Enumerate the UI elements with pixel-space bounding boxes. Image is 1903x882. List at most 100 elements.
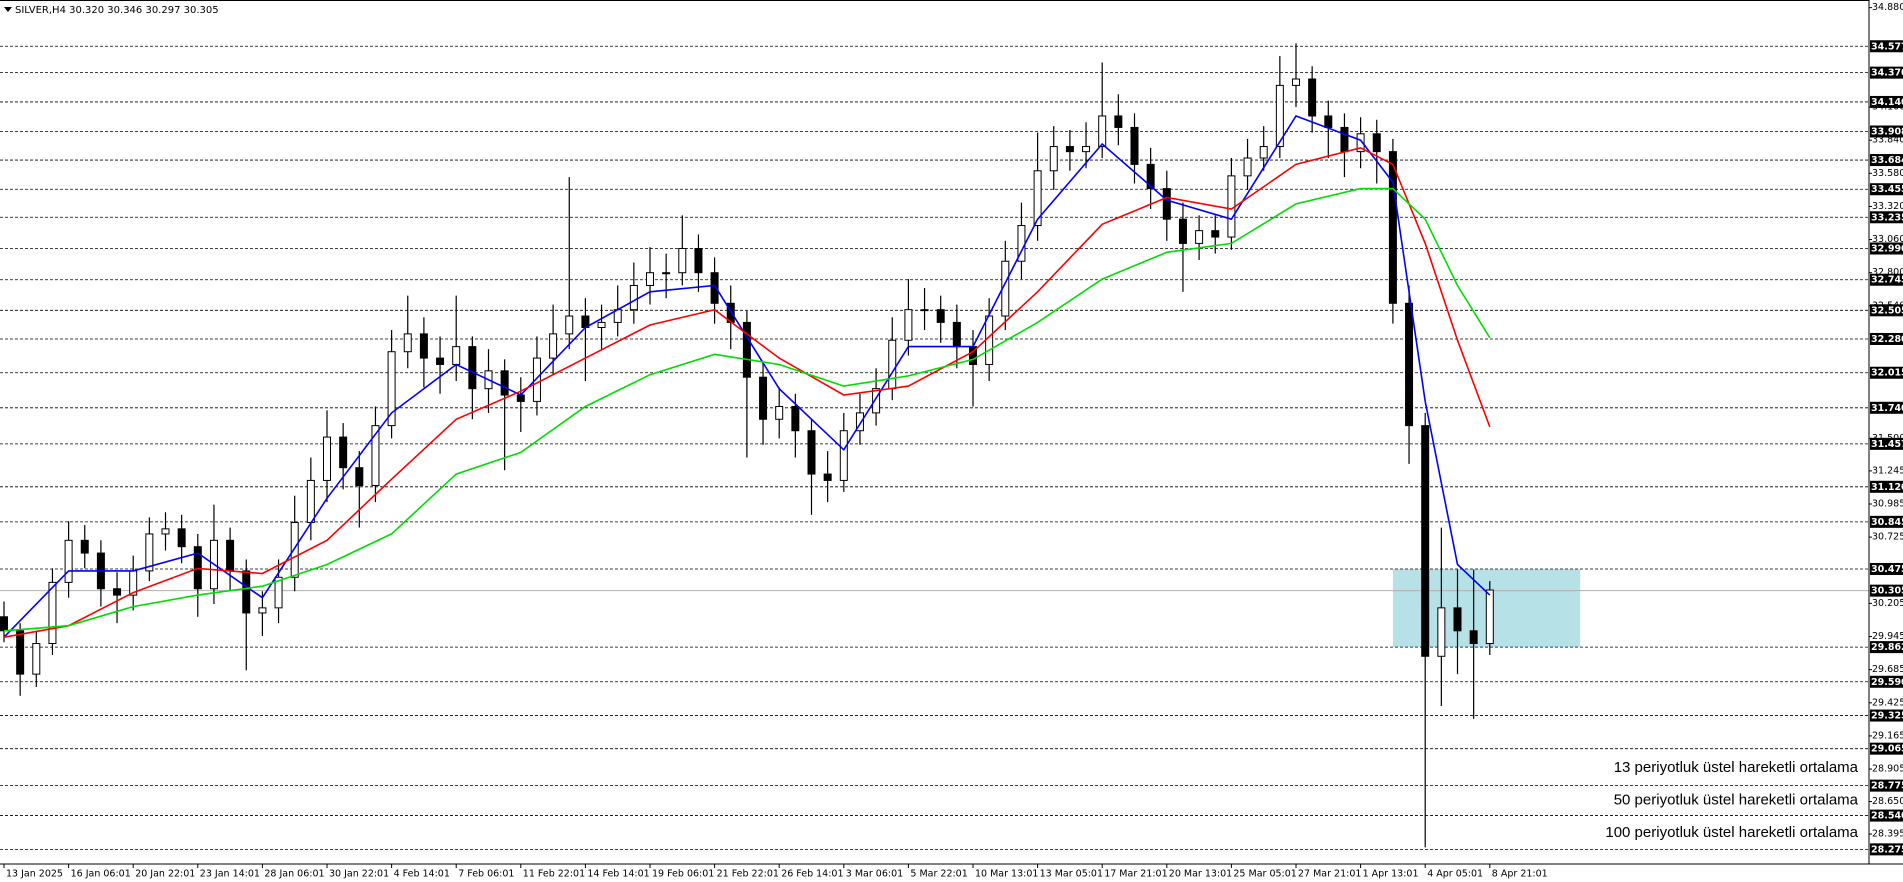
- candle-body: [323, 436, 331, 481]
- y-tick-label: 33.840: [1872, 135, 1903, 146]
- candle-body: [872, 388, 881, 414]
- candle-body: [662, 272, 671, 275]
- level-label-box: [1870, 675, 1903, 688]
- level-label: 29.862: [1871, 642, 1903, 653]
- x-tick-label: 10 Mar 13:01: [975, 869, 1038, 880]
- candle-body: [775, 406, 784, 420]
- level-label-box: [1870, 809, 1903, 822]
- level-label: 30.475: [1871, 564, 1903, 575]
- candle-body: [226, 539, 235, 572]
- candle-body: [436, 357, 445, 365]
- x-tick-label: 28 Jan 06:01: [264, 869, 324, 880]
- candle-body: [258, 607, 267, 614]
- candle-body: [419, 333, 428, 359]
- level-label-box: [1870, 273, 1903, 286]
- x-tick-label: 8 Apr 21:01: [1492, 869, 1548, 880]
- candle-body: [274, 576, 283, 609]
- candle-body: [710, 272, 719, 304]
- y-tick-label: 33.580: [1872, 168, 1903, 179]
- candle-body: [1065, 146, 1074, 153]
- legend-entry: 13 periyotluk üstel hareketli ortalama: [1614, 759, 1859, 776]
- candle-body: [629, 284, 638, 311]
- level-label: 32.745: [1871, 275, 1903, 286]
- legend-entry: 100 periyotluk üstel hareketli ortalama: [1605, 824, 1858, 841]
- ma-line: [3, 115, 1491, 638]
- candle-body: [48, 581, 57, 645]
- y-tick-label: 33.060: [1872, 234, 1903, 245]
- current-price-label: 30.305: [1871, 586, 1903, 597]
- level-label: 33.684: [1871, 155, 1903, 166]
- x-tick-label: 4 Feb 14:01: [394, 869, 450, 880]
- candle-body: [855, 412, 864, 432]
- candle-body: [1356, 133, 1365, 153]
- candle-body: [1033, 170, 1042, 227]
- x-tick-label: 20 Mar 13:01: [1169, 869, 1232, 880]
- candle-body: [387, 351, 396, 427]
- level-label-box: [1870, 709, 1903, 722]
- level-label-box: [1870, 125, 1903, 138]
- candle-body: [1178, 218, 1187, 244]
- candle-body: [1114, 115, 1123, 128]
- level-label: 33.235: [1871, 212, 1903, 223]
- y-tick-label: 29.945: [1872, 631, 1903, 642]
- candle-body: [64, 539, 73, 583]
- y-tick-label: 34.880: [1872, 2, 1903, 13]
- x-tick-label: 16 Jan 06:01: [71, 869, 131, 880]
- chart-title: SILVER,H4 30.320 30.346 30.297 30.305: [15, 5, 219, 16]
- y-tick-label: 28.905: [1872, 764, 1903, 775]
- x-tick-label: 27 Mar 21:01: [1298, 869, 1361, 880]
- candle-body: [1453, 607, 1462, 632]
- candle-body: [1259, 146, 1268, 159]
- x-tick-label: 5 Mar 22:01: [910, 869, 967, 880]
- level-label-box: [1870, 779, 1903, 792]
- candle-body: [403, 333, 412, 353]
- level-label: 31.740: [1871, 403, 1903, 414]
- y-tick-label: 30.985: [1872, 499, 1903, 510]
- candle-body: [0, 616, 8, 632]
- candle-body: [468, 346, 477, 390]
- candle-body: [1098, 115, 1107, 148]
- candle-body: [1130, 126, 1139, 165]
- level-label: 28.540: [1871, 811, 1903, 822]
- candle-body: [145, 533, 154, 572]
- candle-body: [1195, 230, 1204, 244]
- candle-body: [936, 309, 945, 323]
- candle-body: [807, 430, 816, 475]
- candle-body: [1049, 146, 1058, 172]
- level-label: 31.120: [1871, 482, 1903, 493]
- collapse-icon: [4, 7, 12, 12]
- y-tick-label: 28.395: [1872, 829, 1903, 840]
- candle-body: [16, 630, 25, 675]
- y-tick-label: 30.725: [1872, 532, 1903, 543]
- level-label-box: [1870, 183, 1903, 196]
- level-label-box: [1870, 304, 1903, 317]
- level-label-box: [1870, 515, 1903, 528]
- candle-body: [791, 406, 800, 432]
- candle-body: [452, 346, 461, 365]
- level-label: 33.455: [1871, 184, 1903, 195]
- x-tick-label: 13 Mar 05:01: [1040, 869, 1103, 880]
- candle-body: [823, 473, 832, 481]
- candle-body: [1485, 589, 1494, 645]
- x-tick-label: 19 Feb 06:01: [652, 869, 714, 880]
- x-tick-label: 21 Feb 22:01: [717, 869, 779, 880]
- x-tick-label: 11 Feb 22:01: [523, 869, 585, 880]
- candle-body: [759, 376, 768, 420]
- candle-body: [985, 315, 994, 365]
- candle-body: [678, 247, 687, 274]
- candle-body: [1421, 425, 1430, 657]
- level-label: 28.275: [1871, 844, 1903, 855]
- y-tick-label: 28.650: [1872, 796, 1903, 807]
- candle-body: [306, 479, 315, 523]
- candle-body: [1082, 146, 1091, 153]
- level-label: 30.845: [1871, 517, 1903, 528]
- level-label-box: [1870, 154, 1903, 167]
- level-label-box: [1870, 332, 1903, 345]
- level-label-box: [1870, 843, 1903, 856]
- candle-body: [597, 321, 606, 329]
- candle-body: [1405, 302, 1414, 427]
- level-label: 29.325: [1871, 711, 1903, 722]
- candle-body: [952, 321, 961, 348]
- level-label-box: [1870, 40, 1903, 53]
